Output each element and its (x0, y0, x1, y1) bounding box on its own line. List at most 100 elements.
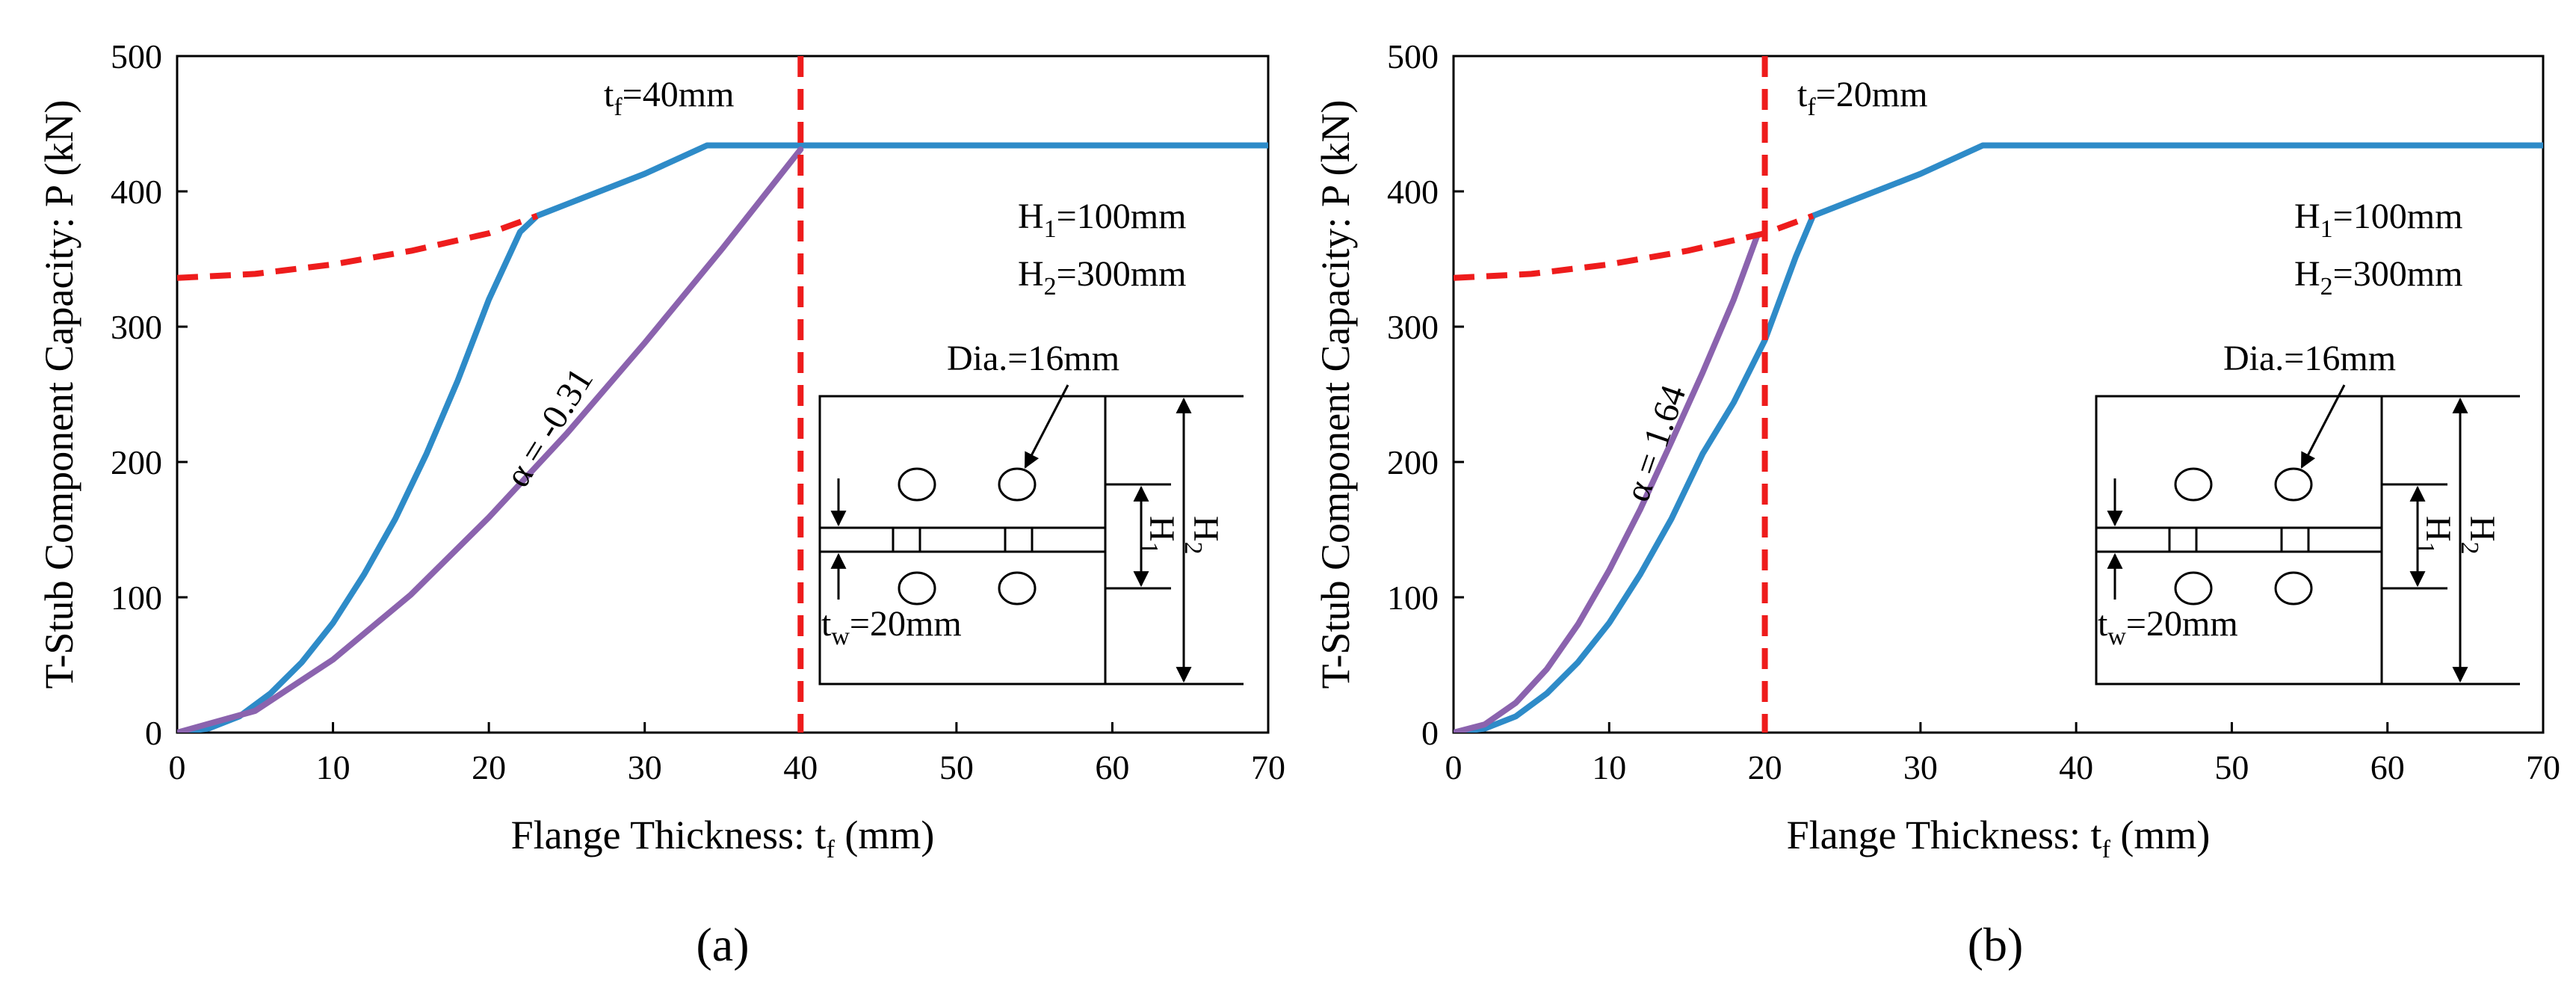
h2-dimension-label: H2 (1179, 516, 1226, 555)
y-tick-label: 0 (145, 714, 162, 752)
x-tick-label: 10 (316, 748, 350, 786)
tf-annotation-value: =20mm (1816, 75, 1928, 114)
x-tick-label: 70 (1251, 748, 1285, 786)
data-layer (177, 142, 1268, 733)
web-thickness-label-main: t (2098, 604, 2108, 644)
h2-annotation: H2=300mm (1018, 254, 1186, 301)
x-tick-label: 70 (2526, 748, 2560, 786)
x-tick-label: 60 (1095, 748, 1129, 786)
plot-frame (176, 55, 1270, 734)
x-axis-label-subscript: f (2102, 836, 2111, 863)
panel-caption: (b) (1968, 918, 2024, 971)
y-tick-label: 400 (1387, 173, 1439, 211)
y-axis-label: T-Stub Component Capacity: P (kN) (1313, 100, 1358, 689)
y-tick-label: 300 (1387, 308, 1439, 346)
bolt-diameter-label: Dia.=16mm (947, 339, 1119, 378)
series-line-purple (177, 146, 804, 733)
bolt-diameter-label: Dia.=16mm (2223, 339, 2396, 378)
h2-dimension-label: H2 (2456, 516, 2502, 555)
bolt-hole-icon (998, 467, 1037, 502)
y-tick-label: 300 (111, 308, 162, 346)
h2-annotation: H2=300mm (2294, 254, 2462, 301)
inset-web-strip (2095, 526, 2383, 553)
h1-annotation: H1=100mm (1018, 197, 1186, 243)
web-thickness-label-value: =20mm (850, 604, 962, 644)
web-thickness-label-subscript: w (2107, 623, 2126, 650)
tf-annotation: tf=20mm (1797, 75, 1927, 121)
series-line-dashed-red (177, 212, 539, 281)
y-tick-label: 0 (1421, 714, 1439, 752)
web-thickness-label-value: =20mm (2126, 604, 2238, 644)
h1-dimension-label: H1 (1135, 516, 1182, 555)
tf-annotation: tf=40mm (604, 75, 734, 121)
h1-dimension-main: H (2418, 516, 2458, 542)
series-line-dashed-red (1454, 212, 1814, 281)
tf-annotation-main: t (604, 75, 614, 114)
web-thickness-label: tw=20mm (2098, 604, 2238, 650)
tf-annotation-subscript: f (614, 93, 623, 121)
x-axis-label-value: (mm) (2110, 813, 2210, 857)
y-tick-label: 100 (1387, 579, 1439, 617)
x-tick-label: 20 (472, 748, 506, 786)
bolt-hole-icon (2274, 467, 2313, 502)
inset-web-strip (818, 526, 1107, 553)
y-tick-label: 200 (1387, 443, 1439, 481)
tf-annotation-main: t (1797, 75, 1808, 114)
h2-annotation-value: =300mm (2333, 254, 2463, 294)
panel-caption: (a) (696, 918, 749, 971)
chart-panel-a: 0 10 20 30 40 50 60 70 0 100 200 300 400 500 Flange Th… (37, 37, 1285, 971)
x-tick-label: 30 (628, 748, 662, 786)
x-tick-label: 10 (1592, 748, 1626, 786)
y-axis-label: T-Stub Component Capacity: P (kN) (37, 100, 81, 689)
x-tick-label: 20 (1748, 748, 1782, 786)
bolt-hole-icon (2174, 467, 2213, 502)
y-tick-label: 100 (111, 579, 162, 617)
h1-annotation-subscript: 1 (1044, 215, 1057, 243)
bolt-hole-icon (898, 467, 936, 502)
h2-annotation-main: H (1018, 254, 1044, 294)
x-tick-label: 40 (2059, 748, 2093, 786)
plot-frame (1452, 55, 2545, 734)
series-line-solid-blue (1454, 142, 2543, 733)
y-tick-label: 400 (111, 173, 162, 211)
y-tick-label: 500 (1387, 37, 1439, 76)
y-tick-label: 500 (111, 37, 162, 76)
h2-dimension-subscript: 2 (2456, 542, 2483, 555)
h2-dimension-subscript: 2 (1179, 542, 1207, 555)
x-axis-label: Flange Thickness: tf (mm) (1787, 813, 2211, 863)
x-tick-label: 0 (1445, 748, 1462, 786)
h2-annotation-subscript: 2 (1044, 273, 1057, 301)
h1-dimension-subscript: 1 (1135, 542, 1163, 555)
x-axis-label-main: Flange Thickness: t (1787, 813, 2102, 857)
bolt-hole-icon (2274, 571, 2313, 606)
h1-annotation-main: H (2294, 197, 2320, 236)
web-thickness-label-subscript: w (831, 623, 850, 650)
h2-annotation-subscript: 2 (2320, 273, 2333, 301)
x-axis-label-value: (mm) (835, 813, 934, 857)
bolt-hole-icon (2174, 571, 2213, 606)
x-tick-label: 40 (783, 748, 818, 786)
diameter-leader-arrow (1024, 384, 1069, 469)
x-tick-label: 60 (2370, 748, 2405, 786)
h1-annotation-value: =100mm (1057, 197, 1187, 236)
x-tick-label: 0 (169, 748, 186, 786)
h1-dimension-subscript: 1 (2412, 542, 2439, 555)
x-tick-label: 50 (2214, 748, 2249, 786)
chart-panel-b: 0 10 20 30 40 50 60 70 0 100 200 300 400 500 Flange Th… (1313, 37, 2560, 971)
alpha-label: α = 1.64 (1617, 380, 1693, 507)
data-layer (1454, 142, 2543, 733)
y-tick-label: 200 (111, 443, 162, 481)
h1-annotation: H1=100mm (2294, 197, 2462, 243)
alpha-label: α = -0.31 (498, 361, 601, 494)
h1-dimension-main: H (1142, 516, 1182, 542)
diameter-leader-arrow (2300, 384, 2346, 469)
series-line-purple (1454, 232, 1761, 733)
x-axis-label-main: Flange Thickness: t (511, 813, 827, 857)
h2-dimension-main: H (1186, 516, 1226, 542)
x-tick-label: 50 (939, 748, 974, 786)
tf-annotation-subscript: f (1807, 93, 1816, 121)
h2-dimension-main: H (2462, 516, 2502, 542)
